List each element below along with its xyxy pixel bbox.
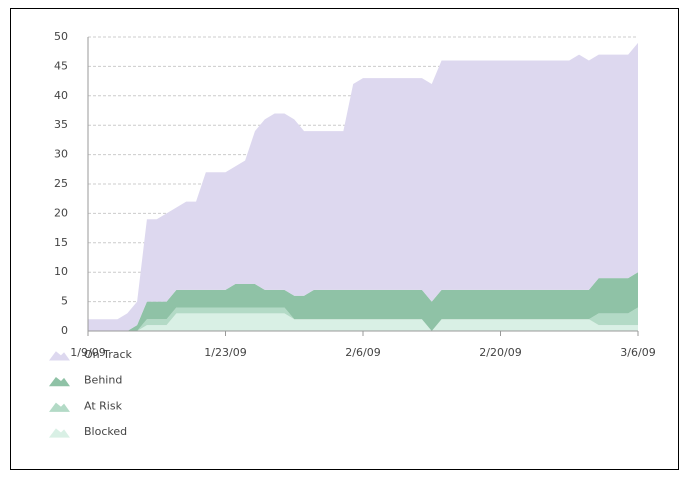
legend-icon [49,351,70,361]
legend-label: On Track [84,348,133,361]
area [88,313,638,331]
y-tick-label: 15 [54,236,68,249]
legend-icon [49,428,70,438]
y-tick-label: 35 [54,118,68,131]
y-tick-label: 50 [54,30,68,43]
y-tick-label: 20 [54,206,68,219]
x-tick-label: 1/23/09 [204,346,246,359]
legend-label: Blocked [84,425,127,438]
legend-label: Behind [84,374,122,387]
y-tick-label: 40 [54,89,68,102]
y-tick-label: 0 [61,324,68,337]
y-tick-label: 25 [54,177,68,190]
y-tick-label: 5 [61,295,68,308]
legend-icon [49,402,70,412]
legend-label: At Risk [84,399,123,412]
area [88,272,638,331]
y-tick-label: 30 [54,148,68,161]
y-tick-label: 45 [54,59,68,72]
x-tick-label: 2/6/09 [345,346,380,359]
y-tick-label: 10 [54,265,68,278]
x-tick-label: 2/20/09 [479,346,521,359]
legend-icon [49,376,70,387]
x-tick-label: 3/6/09 [620,346,655,359]
area [88,42,638,331]
x-tick-label: 1/9/09 [70,346,105,359]
